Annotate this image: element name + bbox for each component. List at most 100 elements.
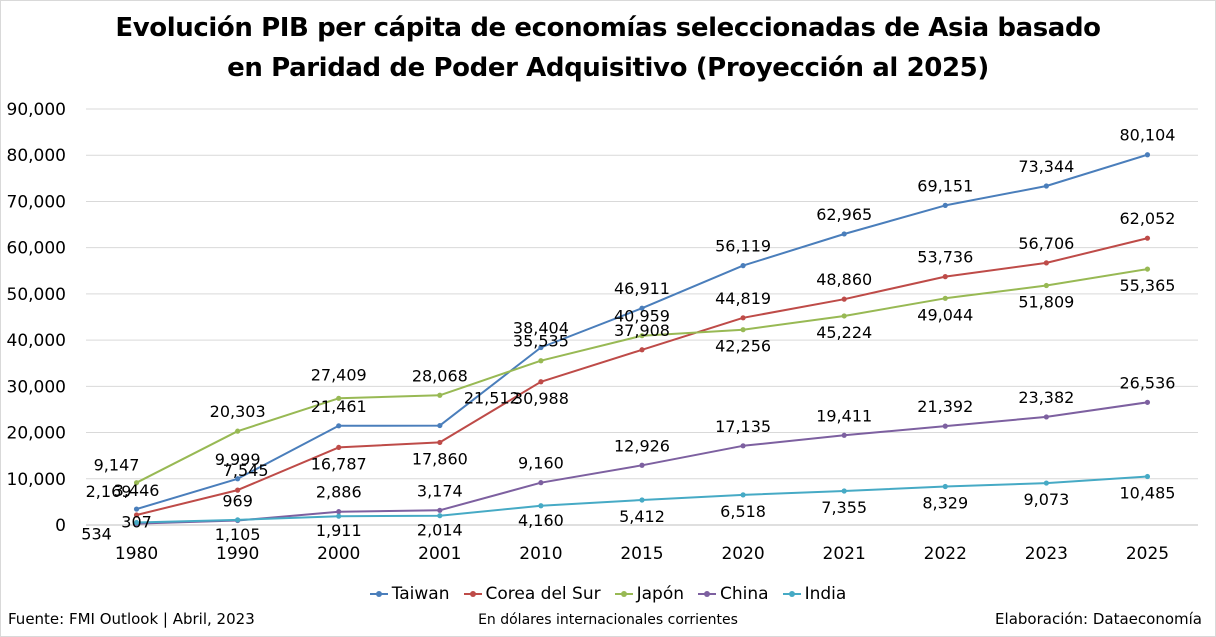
legend-swatch [614, 591, 633, 597]
data-point [841, 231, 847, 237]
x-tick-label: 2022 [924, 544, 967, 564]
data-point [1144, 152, 1151, 158]
data-label: 26,536 [1119, 373, 1175, 392]
data-point [740, 327, 746, 333]
legend-label: Corea del Sur [485, 584, 601, 604]
data-label: 21,512 [464, 389, 520, 408]
data-label: 2,886 [316, 483, 362, 502]
data-label: 17,135 [715, 417, 771, 436]
data-label: 19,411 [816, 406, 872, 425]
data-point [942, 202, 948, 208]
data-point [235, 517, 241, 523]
data-point [1043, 480, 1049, 486]
data-label: 6,518 [720, 502, 766, 521]
data-point [133, 512, 140, 518]
data-label: 49,044 [917, 305, 973, 324]
data-point [538, 358, 544, 364]
data-label: 17,860 [412, 449, 468, 468]
data-label: 69,151 [917, 176, 973, 195]
data-label: 2,169 [86, 482, 132, 501]
data-label: 27,409 [311, 365, 367, 384]
legend-swatch [782, 591, 801, 597]
legend-item: Corea del Sur [463, 584, 601, 604]
data-point [942, 423, 948, 429]
data-point [235, 487, 241, 493]
data-point [942, 274, 948, 280]
data-label: 1,105 [215, 525, 261, 544]
data-label: 9,147 [94, 456, 140, 475]
data-point [538, 480, 544, 486]
legend-swatch [463, 591, 482, 597]
data-point [336, 395, 342, 401]
data-point [1144, 473, 1151, 480]
data-label: 38,404 [513, 318, 569, 337]
data-label: 73,344 [1018, 157, 1074, 176]
data-label: 21,392 [917, 397, 973, 416]
data-label: 35,535 [513, 332, 569, 351]
x-tick-label: 2010 [519, 544, 562, 564]
y-tick-label: 90,000 [7, 100, 66, 120]
data-point [1144, 399, 1151, 405]
y-tick-label: 70,000 [7, 192, 66, 212]
data-point [841, 313, 847, 319]
x-tick-label: 2001 [418, 544, 461, 564]
legend-label: Taiwan [391, 584, 450, 604]
data-point [336, 509, 342, 515]
data-point [942, 483, 948, 490]
data-point [538, 379, 544, 385]
chart-title-line2: en Paridad de Poder Adquisitivo (Proyecc… [227, 53, 989, 83]
x-tick-label: 2020 [721, 544, 764, 564]
data-label: 9,073 [1023, 490, 1069, 509]
data-point [1144, 235, 1151, 241]
data-label: 40,959 [614, 307, 670, 326]
data-label: 51,809 [1018, 293, 1074, 312]
data-point [1043, 183, 1049, 189]
data-point [942, 295, 948, 301]
data-point [841, 488, 847, 494]
legend-item: China [698, 584, 769, 604]
x-tick-label: 2021 [823, 544, 866, 564]
data-point [1144, 266, 1151, 272]
chart-title-line1: Evolución PIB per cápita de economías se… [115, 13, 1101, 43]
data-point [1043, 414, 1049, 420]
data-label: 21,461 [311, 397, 367, 416]
source-text: Fuente: FMI Outlook | Abril, 2023 [8, 610, 255, 628]
data-label: 30,988 [513, 389, 569, 408]
data-point [639, 462, 645, 468]
y-tick-label: 10,000 [7, 470, 66, 490]
legend-item: India [782, 584, 846, 604]
data-label: 62,052 [1119, 209, 1175, 228]
data-label: 1,911 [316, 521, 362, 540]
y-tick-label: 50,000 [7, 285, 66, 305]
legend-item: Japón [614, 584, 684, 604]
data-point [841, 432, 847, 438]
y-tick-label: 60,000 [7, 239, 66, 259]
data-point [639, 497, 645, 503]
data-label: 42,256 [715, 337, 771, 356]
x-tick-label: 2015 [620, 544, 663, 564]
data-point [235, 428, 241, 434]
data-point [740, 315, 746, 321]
data-label: 48,860 [816, 270, 872, 289]
data-point [437, 439, 443, 446]
legend-swatch [369, 591, 388, 597]
data-label: 23,382 [1018, 388, 1074, 407]
data-point [133, 480, 140, 486]
data-point [336, 423, 342, 429]
data-label: 10,485 [1119, 484, 1175, 503]
data-label: 28,068 [412, 366, 468, 385]
data-label: 20,303 [210, 402, 266, 421]
y-tick-label: 40,000 [7, 331, 66, 351]
data-point [740, 492, 746, 498]
data-point [538, 503, 544, 509]
data-label: 16,787 [311, 454, 367, 473]
data-label: 80,104 [1119, 126, 1175, 145]
x-tick-label: 2023 [1025, 544, 1068, 564]
data-label: 53,736 [917, 248, 973, 267]
data-label: 3,446 [114, 481, 160, 500]
data-point [437, 507, 443, 513]
chart-legend: Taiwan Corea del Sur Japón China India [0, 584, 1216, 604]
x-tick-label: 2025 [1126, 544, 1169, 564]
credit-text: Elaboración: Dataeconomía [995, 610, 1202, 628]
y-tick-label: 30,000 [7, 377, 66, 397]
